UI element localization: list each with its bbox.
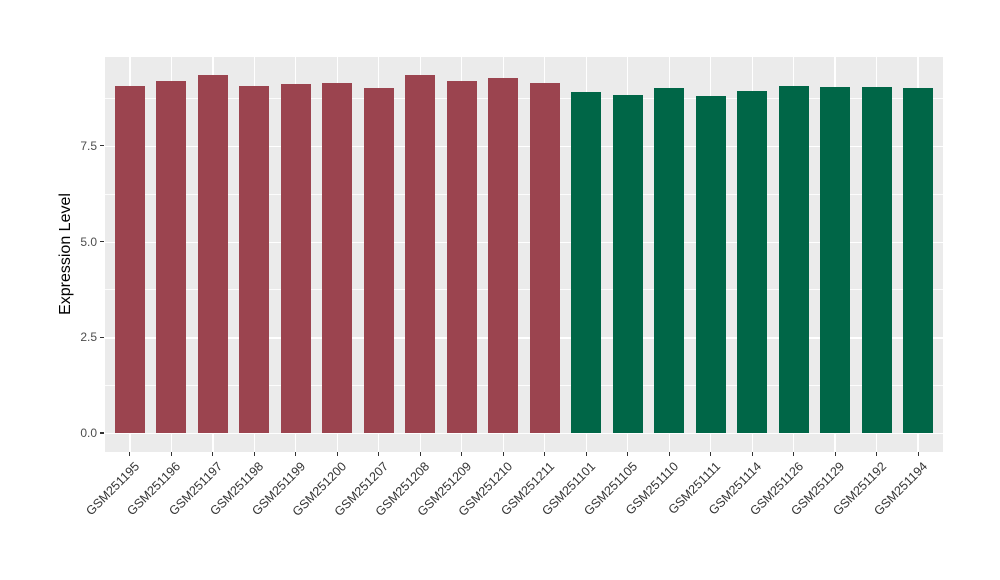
x-tick-mark [336, 452, 338, 456]
bar-GSM251110 [654, 88, 685, 433]
x-tick-mark [627, 452, 629, 456]
gridline-major [105, 241, 943, 243]
bar-GSM251210 [488, 77, 519, 433]
x-tick-mark [295, 452, 297, 456]
y-tick-label: 2.5 [80, 330, 97, 345]
bar-GSM251105 [612, 95, 643, 433]
bar-GSM251197 [197, 74, 228, 433]
bar-GSM251126 [778, 86, 809, 433]
bar-GSM251199 [280, 83, 311, 433]
bar-GSM251207 [363, 88, 394, 433]
y-tick-label: 0.0 [80, 426, 97, 440]
x-tick-mark [170, 452, 172, 456]
gridline-minor [105, 97, 943, 99]
y-tick-mark [100, 240, 104, 243]
x-tick-mark [876, 452, 878, 456]
bar-GSM251111 [695, 95, 726, 433]
x-tick-mark [585, 452, 587, 456]
x-tick-mark [502, 452, 504, 456]
bar-GSM251195 [114, 85, 145, 433]
x-tick-mark [419, 452, 421, 456]
y-tick-label: 7.5 [80, 138, 97, 153]
gridline-minor [105, 385, 943, 386]
bar-GSM251101 [571, 92, 602, 433]
x-tick-mark [710, 452, 712, 456]
bar-GSM251198 [239, 85, 270, 433]
bar-GSM251114 [737, 90, 768, 433]
bar-GSM251192 [861, 86, 892, 433]
gridline-major [105, 433, 943, 435]
x-tick-mark [129, 452, 131, 456]
x-tick-mark [917, 452, 919, 456]
plot-panel [105, 57, 943, 452]
bar-GSM251129 [820, 87, 851, 433]
x-tick-mark [212, 452, 214, 456]
x-tick-mark [461, 452, 463, 456]
x-tick-mark [793, 452, 795, 456]
bar-GSM251194 [903, 87, 934, 433]
gridline-major [105, 337, 943, 339]
y-tick-mark [100, 432, 104, 434]
bar-GSM251196 [156, 81, 187, 433]
y-axis-title: Expression Level [57, 193, 74, 315]
y-tick-label: 5.0 [80, 234, 97, 249]
x-tick-mark [253, 452, 255, 456]
y-tick-mark [100, 145, 104, 147]
x-tick-mark [751, 452, 753, 456]
bar-GSM251200 [322, 82, 353, 433]
x-tick-mark [378, 452, 380, 456]
bar-GSM251209 [446, 81, 477, 433]
gridline-minor [105, 193, 943, 195]
x-tick-mark [834, 452, 836, 456]
bar-GSM251211 [529, 82, 560, 433]
y-tick-mark [100, 336, 104, 338]
x-tick-mark [668, 452, 670, 456]
gridline-minor [105, 289, 943, 291]
x-tick-mark [544, 452, 546, 456]
gridline-major [105, 145, 943, 148]
bar-GSM251208 [405, 74, 436, 433]
